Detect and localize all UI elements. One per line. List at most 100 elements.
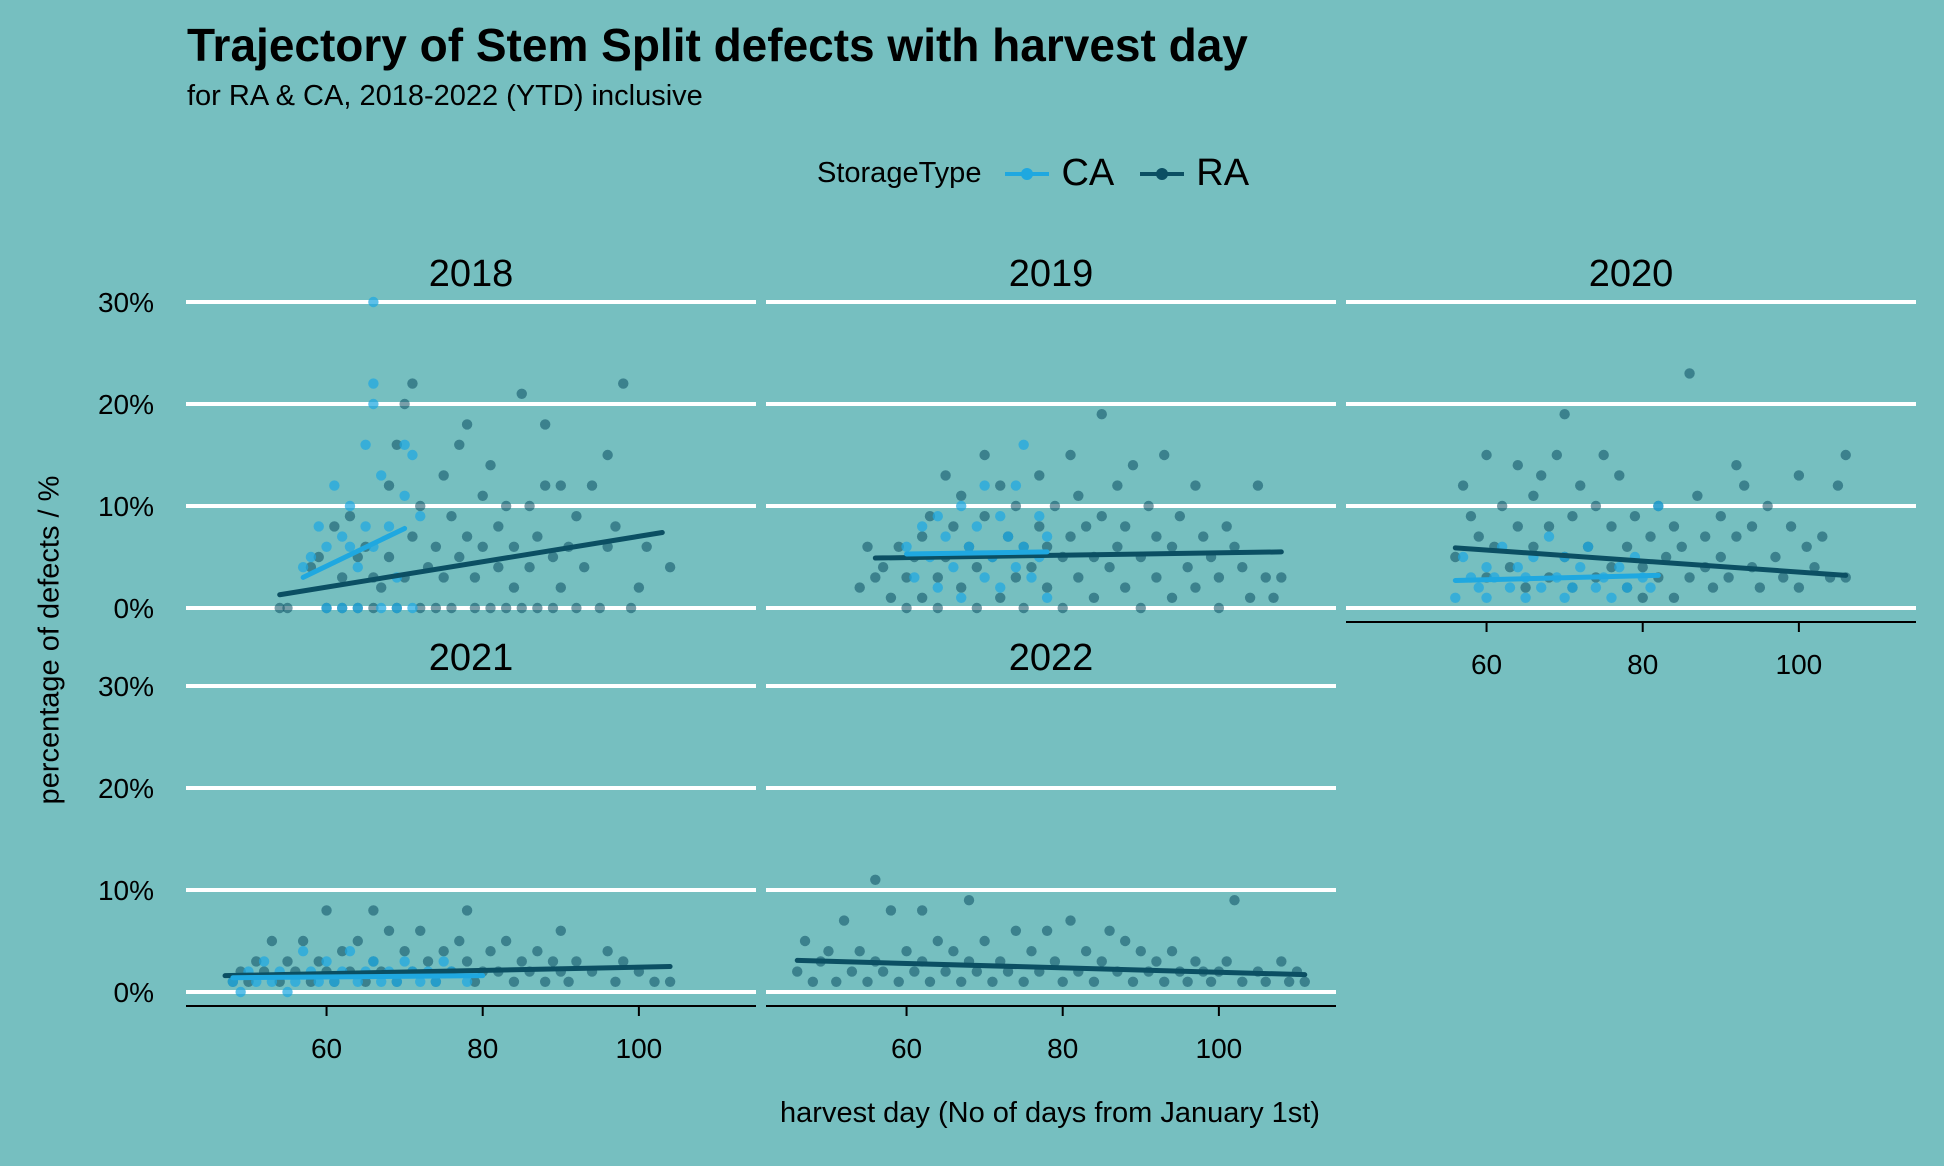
data-point-ra <box>555 480 566 491</box>
data-point-ra <box>823 946 834 957</box>
data-point-ra <box>792 966 803 977</box>
data-point-ca <box>344 946 356 957</box>
data-point-ra <box>1213 572 1225 583</box>
data-point-ra <box>524 562 535 573</box>
data-point-ra <box>1473 531 1484 542</box>
data-point-ra <box>649 976 660 987</box>
data-point-ra <box>893 976 904 987</box>
y-tick-label: 0% <box>114 593 154 624</box>
data-point-ra <box>360 976 371 987</box>
data-point-ca <box>1450 592 1461 603</box>
data-point-ra <box>461 956 473 967</box>
data-point-ca <box>383 521 395 532</box>
data-point-ra <box>1504 562 1516 573</box>
data-point-ra <box>1731 460 1742 471</box>
x-tick-label: 60 <box>311 1033 342 1064</box>
data-point-ra <box>1119 582 1131 593</box>
x-tick-label: 100 <box>1196 1033 1243 1064</box>
data-point-ra <box>1668 521 1680 532</box>
data-point-ra <box>1276 572 1287 583</box>
data-point-ra <box>924 976 936 987</box>
data-point-ra <box>539 480 551 491</box>
data-point-ca <box>461 976 473 987</box>
data-point-ra <box>407 378 418 389</box>
data-point-ra <box>555 582 566 593</box>
data-point-ra <box>1707 582 1719 593</box>
data-point-ra <box>1041 925 1053 936</box>
data-point-ra <box>909 966 920 977</box>
data-point-ra <box>870 874 881 885</box>
data-point-ra <box>344 511 356 522</box>
data-point-ra <box>1731 531 1742 542</box>
data-point-ra <box>854 582 865 593</box>
data-point-ra <box>415 925 426 936</box>
data-point-ca <box>1041 592 1053 603</box>
data-point-ra <box>1080 521 1092 532</box>
data-point-ra <box>1575 480 1586 491</box>
data-point-ra <box>1190 480 1201 491</box>
data-point-ra <box>916 592 928 603</box>
data-point-ra <box>485 460 496 471</box>
data-point-ra <box>1817 531 1828 542</box>
data-point-ra <box>664 976 676 987</box>
trend-line-ca <box>1452 572 1661 583</box>
trend-line-ra <box>872 549 1284 561</box>
data-point-ca <box>368 956 379 967</box>
data-point-ra <box>1715 511 1726 522</box>
data-point-ca <box>321 602 332 614</box>
y-tick-label: 20% <box>98 389 154 420</box>
data-point-ra <box>555 925 566 936</box>
data-point-ca <box>1520 592 1531 603</box>
data-point-ca <box>963 541 975 552</box>
data-point-ca <box>321 541 332 552</box>
data-point-ra <box>1065 449 1076 461</box>
data-point-ra <box>1065 531 1076 542</box>
data-point-ca <box>1653 500 1664 512</box>
data-point-ca <box>1010 562 1022 573</box>
data-point-ca <box>909 572 920 583</box>
data-point-ra <box>266 935 278 947</box>
data-point-ra <box>870 572 881 583</box>
data-point-ra <box>1668 592 1680 603</box>
data-point-ra <box>1127 460 1139 471</box>
data-point-ca <box>1481 592 1492 603</box>
data-point-ca <box>995 582 1006 593</box>
data-point-ca <box>305 551 317 563</box>
data-point-ra <box>313 956 324 967</box>
data-point-ra <box>1457 480 1469 491</box>
data-point-ra <box>1723 572 1734 583</box>
data-point-ra <box>1080 946 1092 957</box>
data-point-ca <box>932 511 943 522</box>
y-tick-label: 30% <box>98 287 154 318</box>
data-point-ra <box>391 439 403 450</box>
data-point-ra <box>532 602 543 614</box>
data-point-ra <box>1567 511 1578 522</box>
data-point-ra <box>1260 976 1271 987</box>
data-point-ra <box>1512 521 1523 532</box>
x-tick-label: 80 <box>1627 649 1658 680</box>
data-point-ca <box>336 602 348 614</box>
data-point-ca <box>235 986 246 998</box>
data-point-ra <box>524 500 535 512</box>
data-point-ra <box>1010 572 1022 583</box>
data-point-ca <box>1621 582 1633 593</box>
data-point-ca <box>352 562 363 573</box>
data-point-ca <box>956 592 967 603</box>
data-point-ra <box>916 905 928 916</box>
data-point-ca <box>321 956 332 967</box>
data-point-ra <box>329 521 340 532</box>
data-point-ca <box>360 439 371 450</box>
data-point-ra <box>469 602 481 614</box>
data-point-ca <box>336 531 348 542</box>
data-point-ra <box>1793 470 1805 481</box>
data-point-ca <box>399 439 410 450</box>
data-point-ra <box>407 531 418 542</box>
data-point-ca <box>1606 592 1617 603</box>
data-point-ca <box>430 976 442 987</box>
x-tick-label: 100 <box>616 1033 663 1064</box>
data-point-ra <box>383 925 395 936</box>
data-point-ra <box>1112 480 1123 491</box>
y-tick-label: 10% <box>98 875 154 906</box>
data-point-ra <box>1770 551 1781 563</box>
data-point-ra <box>399 946 410 957</box>
